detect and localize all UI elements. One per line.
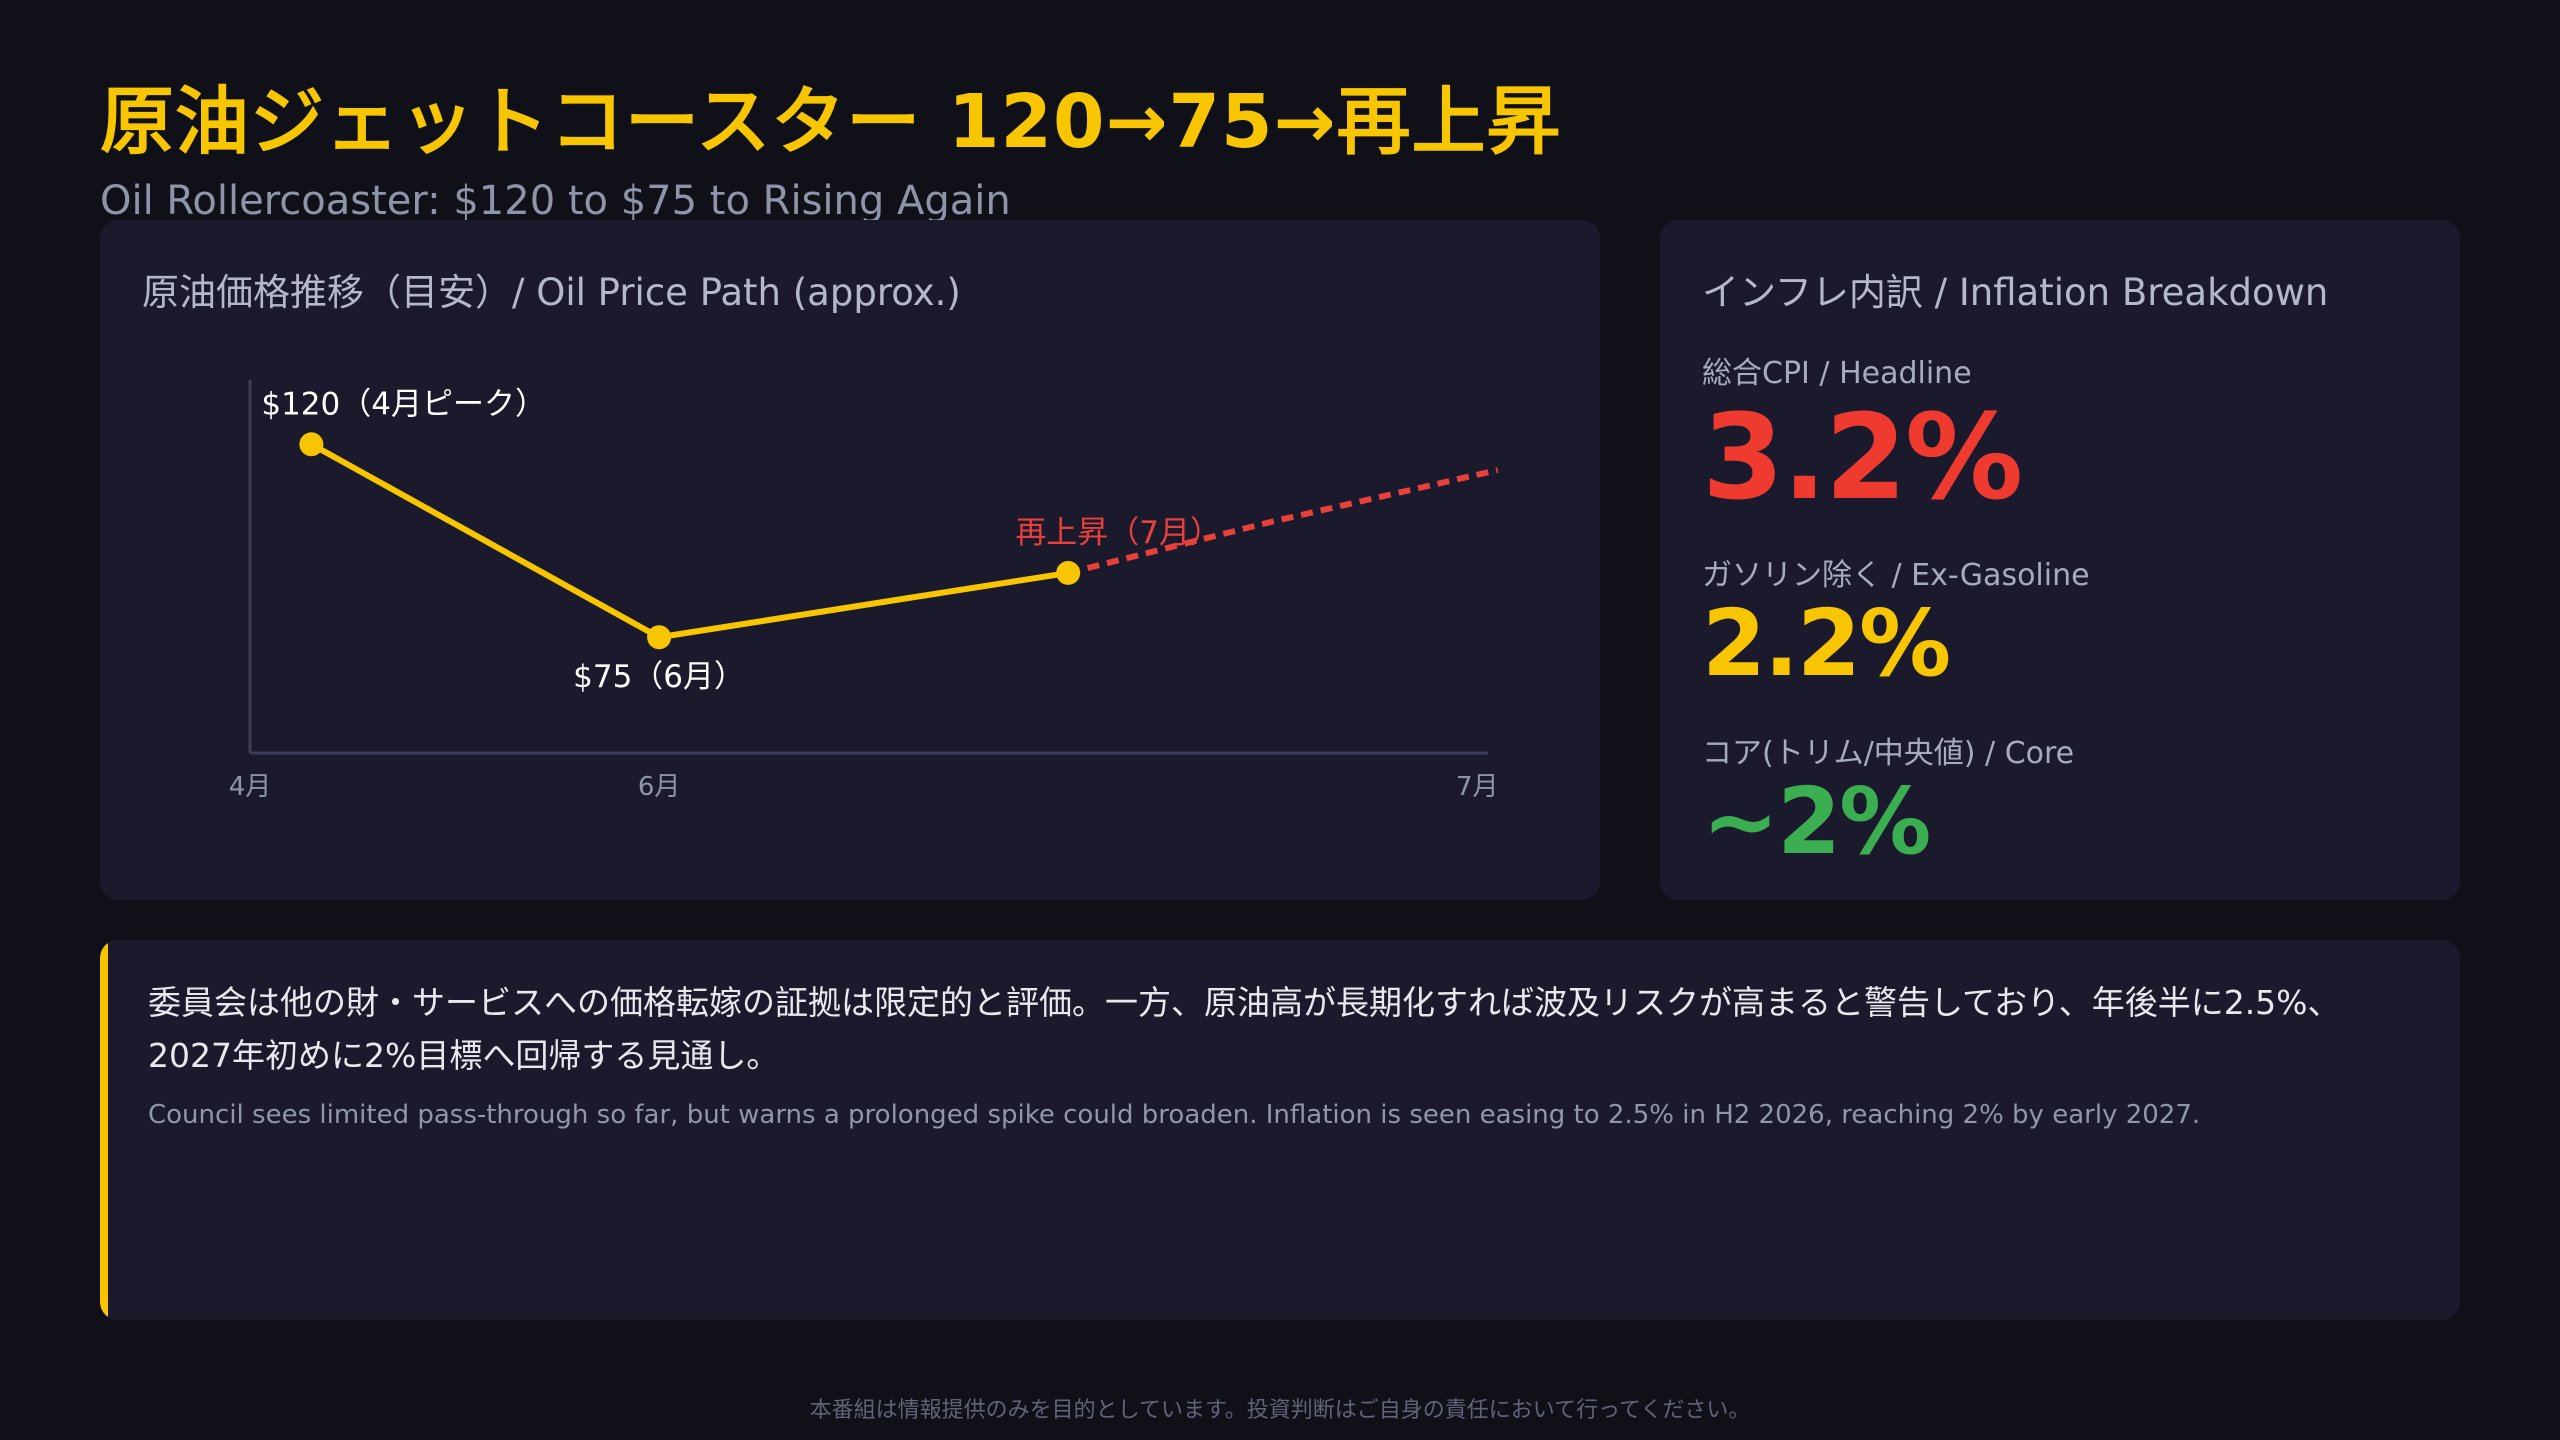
data-point: [1056, 560, 1081, 585]
oil-price-line: [308, 441, 1072, 641]
x-tick-label: 7月: [1456, 772, 1499, 802]
commentary-japanese: 委員会は他の財・サービスへの価格転嫁の証拠は限定的と評価。一方、原油高が長期化す…: [148, 983, 2341, 1075]
data-point: [299, 432, 324, 457]
disclaimer: 本番組は情報提供のみを目的としています。投資判断はご自身の責任において行ってくだ…: [809, 1398, 1751, 1423]
core-value: ~2%: [1702, 768, 1931, 875]
data-label: $75（6月）: [573, 659, 745, 695]
x-tick-label: 6月: [638, 772, 681, 802]
ex-gasoline-value: 2.2%: [1702, 590, 1951, 697]
chart-title: 原油価格推移（目安）/ Oil Price Path (approx.): [142, 271, 961, 314]
core-label: コア(トリム/中央値) / Core: [1702, 736, 2075, 771]
page-title: 原油ジェットコースター 120→75→再上昇: [100, 79, 1562, 165]
oil-price-chart-card: 原油価格推移（目安）/ Oil Price Path (approx.) 4月 6…: [100, 220, 1600, 900]
page-subtitle: Oil Rollercoaster: $120 to $75 to Rising…: [100, 178, 1011, 222]
oil-price-chart: 4月 6月 7月 $120（4月ピーク） $75（6月） 再上昇（7月）: [229, 380, 1499, 802]
ex-gasoline-label: ガソリン除く / Ex-Gasoline: [1702, 558, 2090, 593]
inflation-title: インフレ内訳 / Inflation Breakdown: [1702, 271, 2329, 314]
commentary-english: Council sees limited pass-through so far…: [148, 1100, 2201, 1130]
data-label: 再上昇（7月）: [1015, 515, 1221, 551]
x-tick-label: 4月: [229, 772, 272, 802]
data-point: [647, 625, 672, 650]
projection-line: [1067, 467, 1499, 576]
inflation-breakdown-card: インフレ内訳 / Inflation Breakdown 総合CPI / Hea…: [1660, 220, 2460, 900]
accent-bar: [100, 940, 108, 1320]
headline-cpi-value: 3.2%: [1702, 388, 2023, 526]
commentary-card: 委員会は他の財・サービスへの価格転嫁の証拠は限定的と評価。一方、原油高が長期化す…: [100, 940, 2460, 1320]
data-label: $120（4月ピーク）: [261, 386, 546, 422]
headline-cpi-label: 総合CPI / Headline: [1702, 356, 1972, 391]
